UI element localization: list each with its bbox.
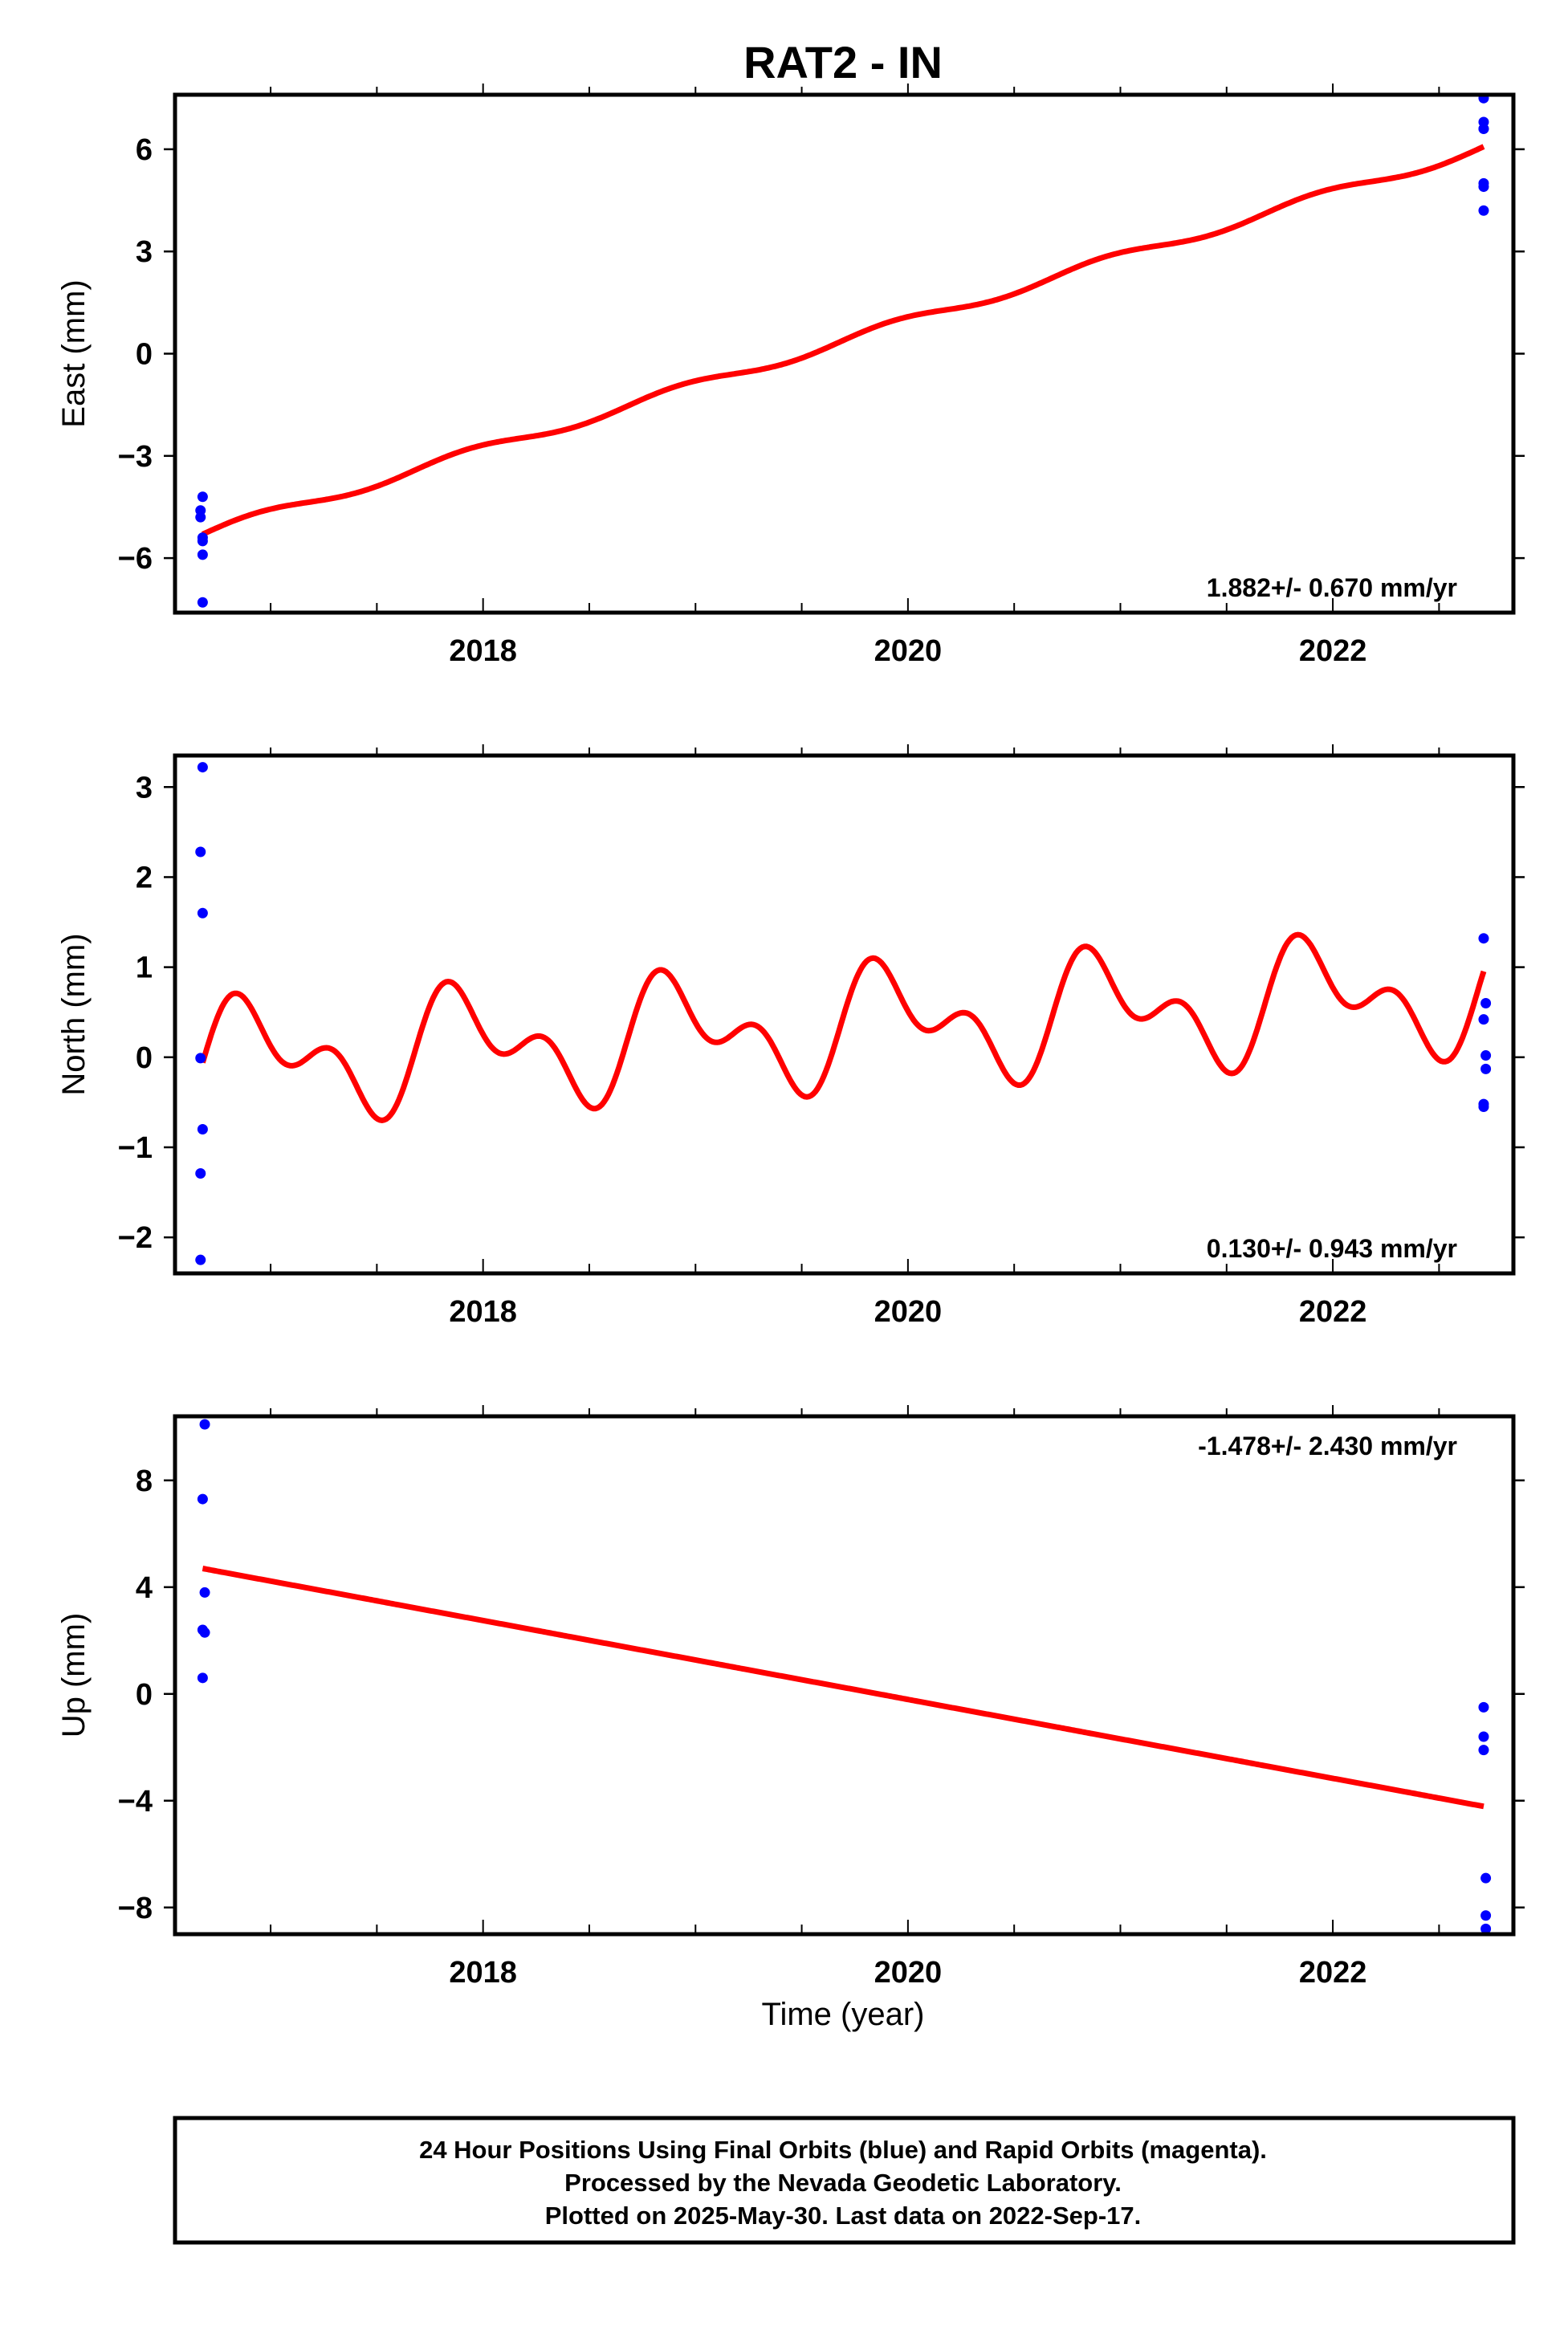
y-tick-label: 0 [136, 1041, 153, 1075]
data-point [199, 1587, 210, 1598]
footer-line-1: 24 Hour Positions Using Final Orbits (bl… [419, 2136, 1267, 2164]
model-fit-line [202, 1566, 1485, 1810]
y-axis-label: North (mm) [56, 933, 92, 1095]
y-tick-label: −6 [118, 542, 153, 576]
data-point [1478, 933, 1489, 944]
panel-frame [173, 753, 1516, 1276]
y-tick-label: 3 [136, 235, 153, 269]
x-tick-label: 2022 [1299, 634, 1367, 668]
panel-frame [173, 92, 1516, 615]
x-tick-label: 2018 [449, 1295, 517, 1329]
panel-3: −8 −4 0 4 8 2018 2020 2022 Up (mm) -1.478+/- 2.43… [56, 1405, 1525, 1990]
data-point [1478, 1101, 1489, 1112]
data-point [197, 907, 208, 919]
data-point [1478, 1701, 1489, 1713]
data-point [195, 1254, 206, 1265]
data-point [197, 597, 208, 608]
data-point [197, 549, 208, 560]
x-tick-label: 2022 [1299, 1295, 1367, 1329]
x-tick-label: 2018 [449, 634, 517, 668]
data-point [195, 511, 206, 523]
panel-2: −2 −1 0 1 2 3 2018 2020 2022 North (mm) 0.130+/- 0… [56, 744, 1525, 1329]
x-tick-label: 2018 [449, 1956, 517, 1990]
x-tick-label: 2020 [874, 1956, 943, 1990]
data-point [1480, 1063, 1492, 1074]
y-tick-label: −2 [118, 1221, 153, 1255]
rate-annotation: 0.130+/- 0.943 mm/yr [1207, 1234, 1457, 1263]
x-tick-label: 2022 [1299, 1956, 1367, 1990]
data-point [195, 1053, 206, 1064]
footer-line-2: Processed by the Nevada Geodetic Laborat… [564, 2169, 1122, 2197]
y-tick-label: 4 [136, 1571, 153, 1605]
data-point [197, 1124, 208, 1135]
data-point [199, 1627, 210, 1638]
x-axis-label: Time (year) [762, 1997, 925, 2032]
y-tick-label: 3 [136, 771, 153, 805]
model-fit-line [201, 144, 1485, 537]
data-point [1480, 1923, 1492, 1934]
panel-frame [173, 1414, 1516, 1937]
y-tick-label: 1 [136, 951, 153, 985]
data-point [1480, 1872, 1492, 1884]
data-point [1478, 123, 1489, 134]
data-point [197, 536, 208, 547]
data-point [1480, 1050, 1492, 1061]
y-tick-label: −8 [118, 1892, 153, 1925]
data-point [197, 762, 208, 773]
model-fit-line [200, 931, 1487, 1123]
y-axis-label: East (mm) [56, 279, 92, 427]
y-tick-label: −4 [118, 1785, 153, 1819]
x-tick-label: 2020 [874, 634, 943, 668]
data-point [197, 1493, 208, 1505]
figure-title: RAT2 - IN [743, 37, 943, 88]
footer-box [173, 2116, 1516, 2245]
y-tick-label: −1 [118, 1131, 153, 1165]
panel-1: −6 −3 0 3 6 2018 2020 2022 East (mm) 1.882+/- 0.6… [56, 84, 1525, 668]
rate-annotation: 1.882+/- 0.670 mm/yr [1207, 573, 1457, 602]
data-point [199, 1419, 210, 1430]
data-point [1478, 1731, 1489, 1742]
data-point [197, 491, 208, 503]
y-axis-label: Up (mm) [56, 1613, 92, 1738]
rate-annotation: -1.478+/- 2.430 mm/yr [1198, 1432, 1457, 1460]
footer-line-3: Plotted on 2025-May-30. Last data on 202… [545, 2202, 1142, 2230]
data-point [1478, 205, 1489, 216]
data-point [1478, 1745, 1489, 1756]
x-tick-label: 2020 [874, 1295, 943, 1329]
data-point [197, 1672, 208, 1684]
data-point [1478, 181, 1489, 193]
data-point [1480, 997, 1492, 1008]
data-point [1480, 1910, 1492, 1921]
y-tick-label: −3 [118, 440, 153, 474]
data-point [1478, 1014, 1489, 1025]
y-tick-label: 2 [136, 861, 153, 894]
data-point [195, 846, 206, 857]
data-point [195, 1167, 206, 1179]
y-tick-label: 8 [136, 1464, 153, 1498]
y-tick-label: 6 [136, 133, 153, 167]
y-tick-label: 0 [136, 1678, 153, 1712]
y-tick-label: 0 [136, 338, 153, 372]
